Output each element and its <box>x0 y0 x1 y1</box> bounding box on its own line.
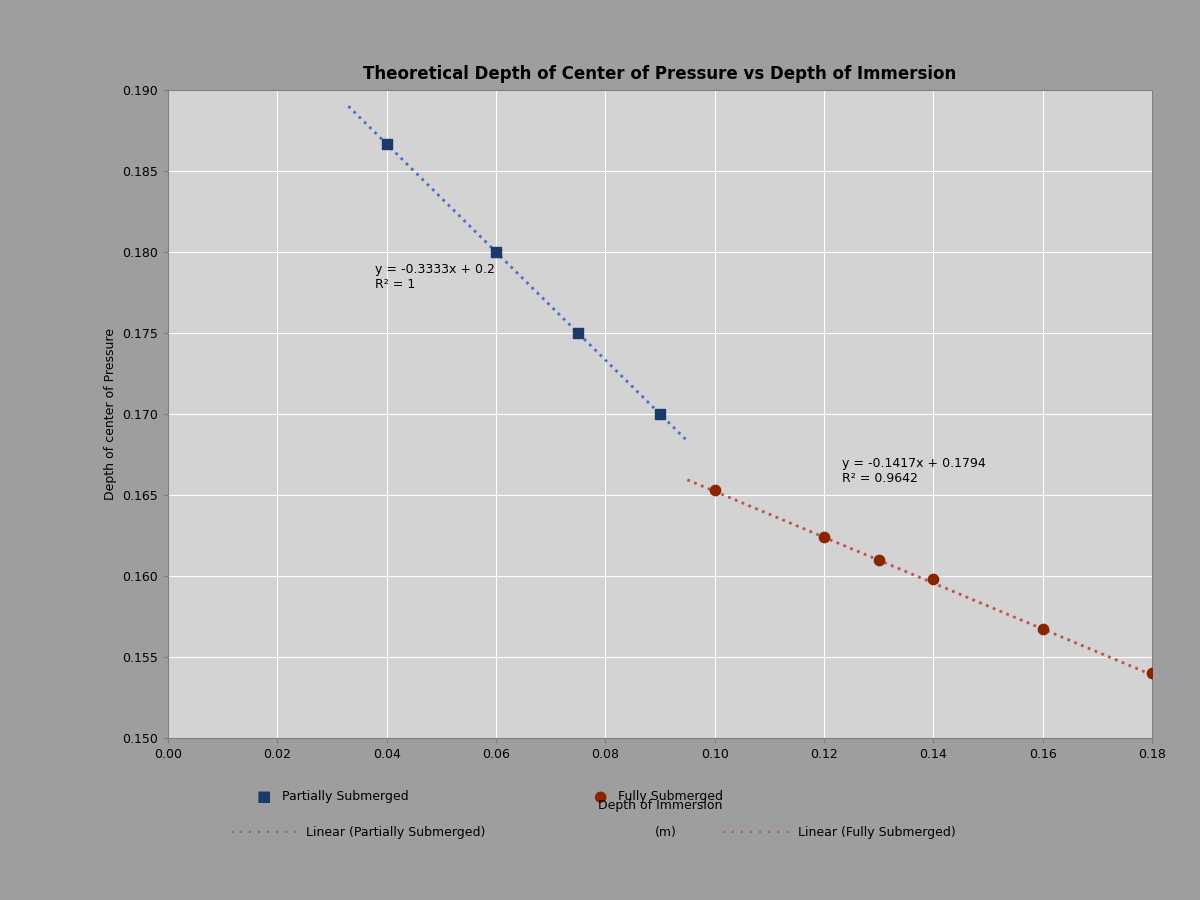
Text: Fully Submerged: Fully Submerged <box>618 790 722 803</box>
Text: ········: ········ <box>720 825 792 840</box>
Title: Theoretical Depth of Center of Pressure vs Depth of Immersion: Theoretical Depth of Center of Pressure … <box>364 65 956 83</box>
Text: y = -0.3333x + 0.2
R² = 1: y = -0.3333x + 0.2 R² = 1 <box>374 263 494 291</box>
Point <box>924 572 943 587</box>
Point <box>1142 666 1162 680</box>
Text: ■: ■ <box>257 789 271 804</box>
Point <box>815 530 834 544</box>
Point <box>569 326 588 340</box>
Point <box>486 245 505 259</box>
Text: (m): (m) <box>655 826 677 839</box>
Point <box>650 407 670 421</box>
Point <box>377 137 396 151</box>
Text: Linear (Fully Submerged): Linear (Fully Submerged) <box>798 826 955 839</box>
Y-axis label: Depth of center of Pressure: Depth of center of Pressure <box>104 328 116 500</box>
Point <box>706 483 725 498</box>
Point <box>1033 622 1052 636</box>
Point <box>869 553 888 567</box>
Text: ●: ● <box>593 789 607 804</box>
Text: ········: ········ <box>228 825 300 840</box>
Text: Partially Submerged: Partially Submerged <box>282 790 409 803</box>
Text: Depth of Immersion: Depth of Immersion <box>598 799 722 812</box>
Text: y = -0.1417x + 0.1794
R² = 0.9642: y = -0.1417x + 0.1794 R² = 0.9642 <box>842 457 985 485</box>
Text: Linear (Partially Submerged): Linear (Partially Submerged) <box>306 826 485 839</box>
